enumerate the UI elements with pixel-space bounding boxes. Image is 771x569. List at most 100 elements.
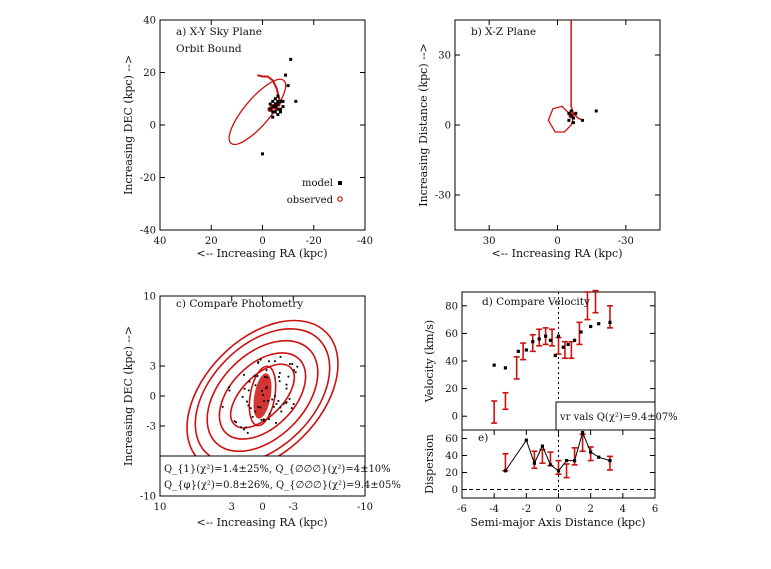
panel-d-annotation-box bbox=[555, 401, 656, 431]
panel-a-x-tick-label: 0 bbox=[259, 236, 265, 247]
panel-d-y-tick-label: 0 bbox=[452, 412, 458, 423]
panel-a-model-point bbox=[273, 105, 277, 109]
panel-c-model-point bbox=[256, 375, 259, 377]
panel-c-x-tick-label: 0 bbox=[259, 502, 265, 513]
panel-d-model-point bbox=[492, 363, 496, 367]
panel-a-model-point bbox=[271, 110, 275, 114]
panel-e-title: e) bbox=[478, 432, 488, 444]
panel-b-y-ticks: 30 0 -30 bbox=[435, 51, 660, 202]
panel-e-model-point bbox=[608, 459, 612, 463]
panel-e-y-tick-label: 60 bbox=[445, 434, 458, 445]
legend-model-label: model bbox=[302, 178, 333, 189]
panel-c-model-point bbox=[263, 419, 266, 422]
panel-b-model-point bbox=[594, 109, 598, 113]
panel-b-model-point bbox=[567, 111, 571, 115]
panel-c-model-point bbox=[247, 389, 250, 392]
panel-e-xlabel: Semi-major Axis Distance (kpc) bbox=[471, 516, 646, 529]
panel-a-y-tick-label: 40 bbox=[143, 16, 156, 27]
panel-a-model-point bbox=[281, 105, 285, 109]
panel-c-ylabel: Increasing DEC (kpc) --> bbox=[122, 326, 135, 466]
panel-c-model-point bbox=[245, 426, 247, 429]
panel-c-model-point bbox=[296, 365, 299, 368]
panel-e-y-tick-label: 0 bbox=[452, 485, 458, 496]
panel-c-model-point bbox=[265, 369, 268, 372]
panel-d-model-point bbox=[579, 330, 583, 334]
panel-c-model-point bbox=[274, 360, 276, 363]
panel-c-model-point bbox=[263, 400, 266, 402]
panel-c-contour bbox=[206, 339, 319, 453]
panel-c-model-point bbox=[265, 387, 267, 390]
panel-c-model-point bbox=[253, 375, 256, 377]
panel-a-y-tick-label: 0 bbox=[150, 121, 156, 132]
panel-b-model-point bbox=[571, 116, 575, 120]
panel-c-model-point bbox=[246, 432, 249, 434]
panel-e-x-tick-label: 2 bbox=[587, 504, 593, 515]
panel-e-model-point bbox=[581, 430, 585, 435]
panel-b-ylabel: Increasing Distance (kpc) --> bbox=[417, 43, 430, 207]
panel-c-model-point bbox=[246, 400, 248, 403]
panel-e-x-ticks: -6 -4 -2 0 2 4 6 bbox=[457, 430, 658, 515]
panel-e-model-point bbox=[532, 461, 536, 465]
panel-c-xlabel: <-- Increasing RA (kpc) bbox=[196, 516, 327, 529]
panel-b-x-tick-label: 30 bbox=[483, 236, 496, 247]
panel-c-stats-line-1: Q_{1}(χ²)=1.4±25%, Q_{∅∅∅}(χ²)=4±10% bbox=[164, 464, 391, 475]
panel-b-model-point bbox=[569, 109, 573, 113]
panel-d-annotation: vr vals Q(χ²)=9.4±07% bbox=[559, 412, 678, 423]
panel-d-model-point bbox=[556, 334, 561, 338]
panel-a-x-tick-label: -40 bbox=[357, 236, 373, 247]
panel-b-model-point bbox=[571, 121, 575, 125]
panel-c-stats-line-2: Q_{φ}(χ²)=0.8±26%, Q_{∅∅∅}(χ²)=9.4±05% bbox=[164, 480, 401, 491]
panel-c-model-point bbox=[285, 401, 288, 403]
panel-c-model-point bbox=[243, 428, 245, 431]
panel-e-model-point bbox=[503, 469, 508, 473]
panel-d-ylabel: Velocity (km/s) bbox=[423, 320, 436, 403]
panel-b-x-ticks: 30 0 -30 bbox=[483, 20, 634, 247]
panel-b: 30 0 -30 30 0 -30 b) X-Z Plane <-- Increasin… bbox=[417, 19, 661, 260]
panel-c-model-point bbox=[291, 363, 294, 365]
panel-e-model-point bbox=[556, 469, 561, 473]
panel-a-xlabel: <-- Increasing RA (kpc) bbox=[196, 247, 327, 260]
panel-d-model-point bbox=[608, 320, 612, 324]
panel-a-subtitle: Orbit Bound bbox=[176, 43, 242, 55]
panel-e-x-tick-label: 6 bbox=[652, 504, 658, 515]
panel-d-model-point bbox=[566, 342, 570, 347]
panel-a-marks bbox=[228, 57, 298, 156]
panel-a-model-point bbox=[271, 115, 275, 119]
panel-c-model-point bbox=[260, 418, 263, 421]
panel-d-y-tick-label: 60 bbox=[445, 329, 458, 340]
panel-c-model-point bbox=[282, 402, 285, 405]
panel-d-model-point bbox=[516, 349, 520, 353]
panel-a-model-point bbox=[276, 113, 280, 116]
panel-c-contour bbox=[194, 328, 331, 464]
panel-a-x-tick-label: 20 bbox=[205, 236, 218, 247]
panel-b-x-tick-label: 0 bbox=[554, 236, 560, 247]
panel-d-model-point bbox=[531, 340, 535, 344]
panel-c-model-point bbox=[275, 403, 278, 405]
panel-b-y-tick-label: 0 bbox=[445, 121, 451, 132]
panel-e-x-tick-label: 0 bbox=[555, 504, 561, 515]
panel-c-model-point bbox=[275, 422, 277, 424]
panel-a-y-tick-label: 20 bbox=[143, 68, 156, 79]
panel-c-model-point bbox=[261, 389, 263, 392]
panel-c-model-point bbox=[259, 358, 262, 361]
panel-c-model-point bbox=[268, 360, 270, 363]
panel-c-model-point bbox=[228, 386, 230, 389]
panel-e-ylabel: Dispersion bbox=[423, 434, 436, 494]
panel-e-x-tick-label: 4 bbox=[620, 504, 626, 515]
panel-e-model-point bbox=[564, 459, 569, 463]
panel-c-y-tick-label: 3 bbox=[150, 362, 156, 373]
panel-e-model-point bbox=[597, 455, 601, 459]
panel-c-model-point bbox=[277, 400, 280, 402]
panel-c-model-point bbox=[279, 355, 282, 358]
panel-a-x-tick-label: 40 bbox=[154, 236, 167, 247]
panel-a-model-point bbox=[268, 107, 272, 111]
panel-c-model-point bbox=[294, 371, 297, 374]
panel-c-model-point bbox=[292, 403, 295, 405]
panel-d: 0 20 40 60 80 d) Compare Velocity vr vals Q(… bbox=[423, 289, 678, 431]
panel-a-model-point bbox=[286, 84, 290, 88]
panel-c-model-point bbox=[254, 410, 257, 413]
panel-e-model-point bbox=[572, 459, 577, 463]
panel-c-stats-box bbox=[159, 455, 366, 497]
panel-c-model-point bbox=[254, 384, 257, 387]
panel-c-model-point bbox=[285, 383, 288, 386]
